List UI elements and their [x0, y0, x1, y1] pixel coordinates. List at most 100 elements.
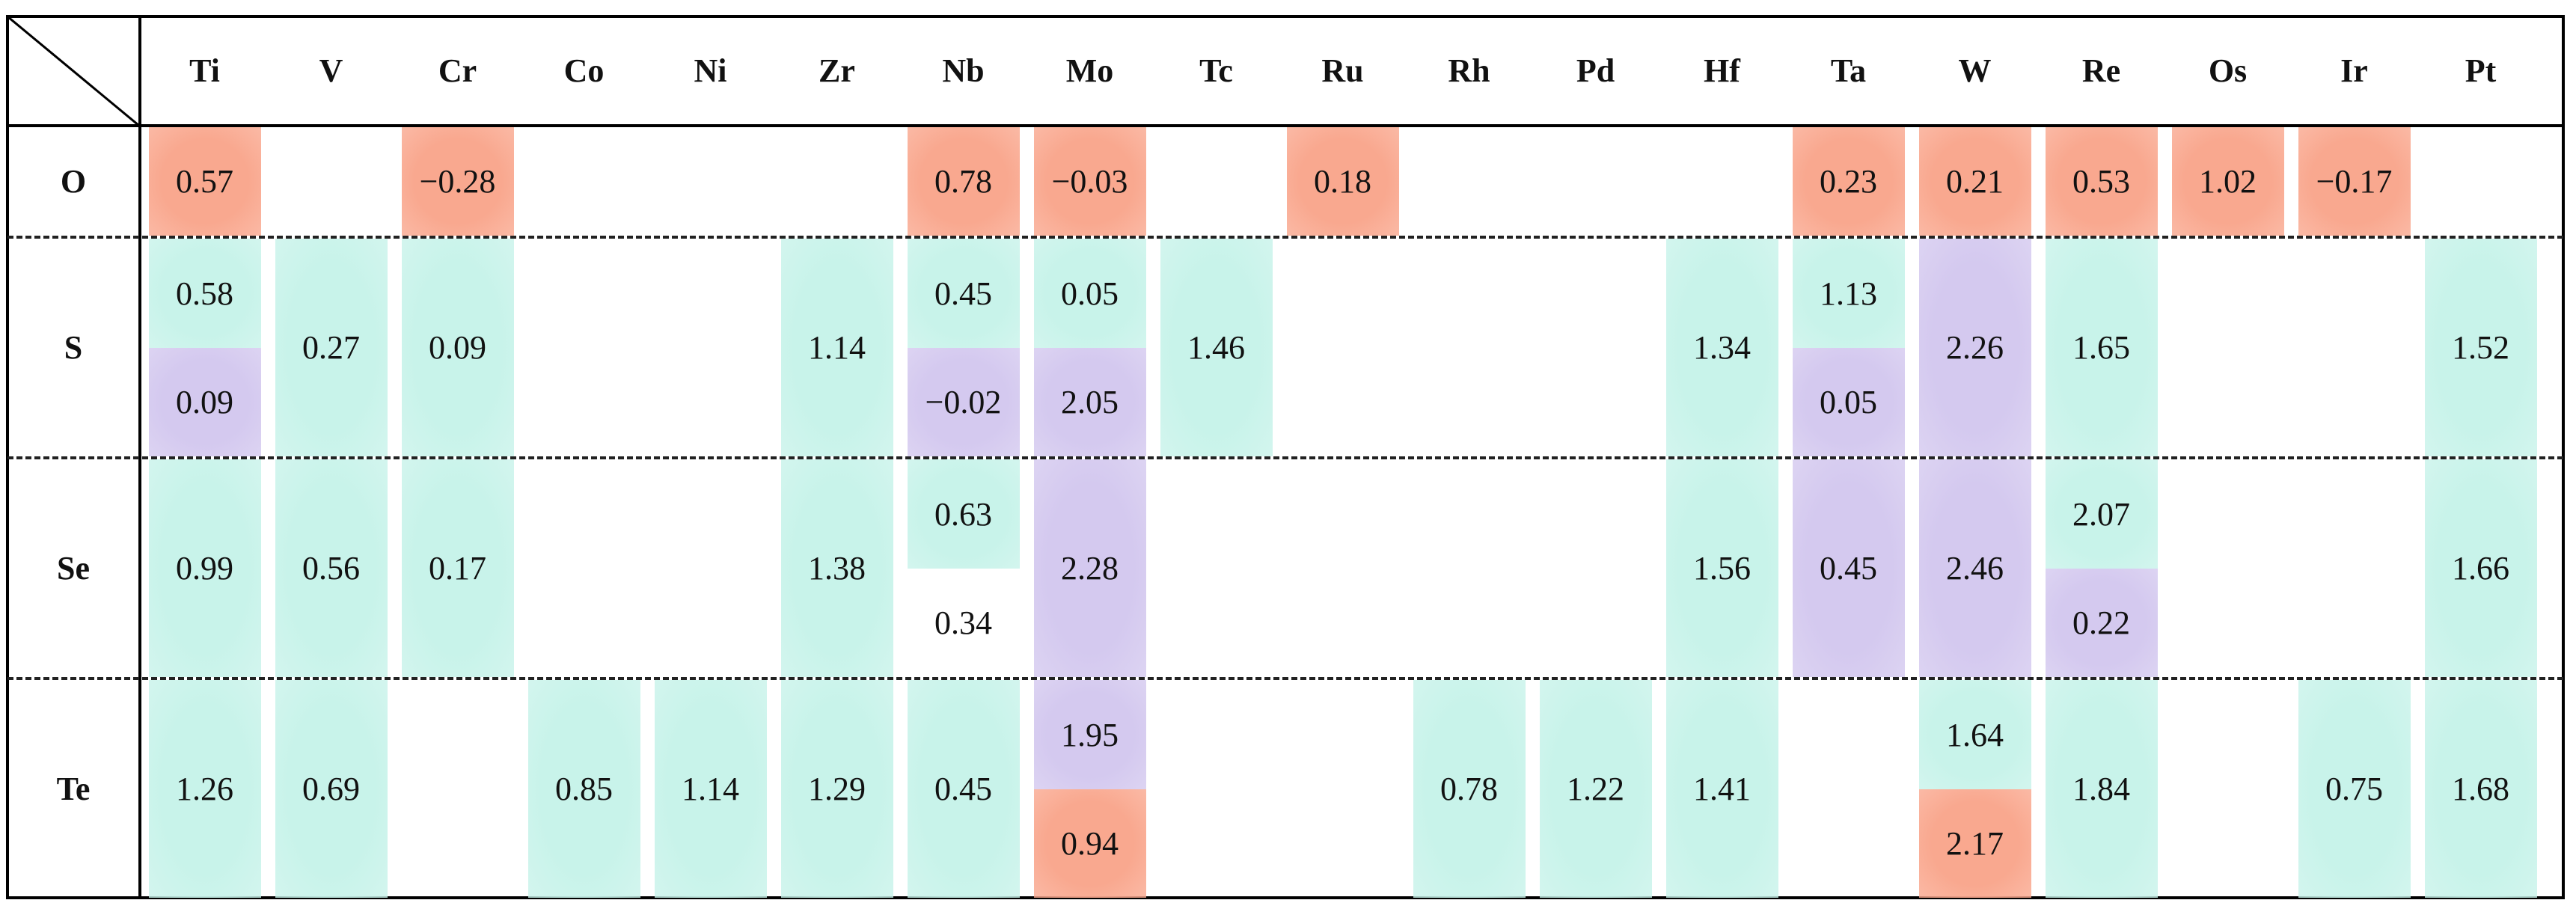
cell-se-cr-bg — [401, 459, 514, 677]
cell-se-pt-bg — [2424, 459, 2537, 677]
cell-se-nb-top: 0.63 — [934, 495, 992, 533]
cell-te-nb: 0.45 — [934, 771, 992, 807]
cell-se-ta-bg — [1792, 459, 1905, 677]
cell-te-re-bg — [2045, 680, 2158, 898]
column-header-v: V — [319, 52, 343, 89]
column-header-ti: Ti — [189, 52, 220, 89]
cell-se-hf-bg — [1665, 459, 1778, 677]
column-header-ir: Ir — [2340, 52, 2368, 89]
cell-te-ti-bg — [148, 680, 261, 898]
cell-s-ta-bottom-bg — [1792, 348, 1905, 456]
column-header-co: Co — [563, 52, 605, 89]
cell-s-ta-top-bg — [1792, 239, 1905, 348]
cell-se-v: 0.56 — [302, 550, 360, 587]
cell-te-pt-bg — [2424, 680, 2537, 898]
cell-se-re-top: 2.07 — [2072, 495, 2130, 533]
cell-te-w-top: 1.64 — [1946, 716, 2004, 753]
cell-s-zr: 1.14 — [808, 329, 866, 366]
cell-te-ni-bg — [654, 680, 767, 898]
cell-s-ta-bottom: 0.05 — [1820, 384, 1877, 420]
cell-te-v-bg — [275, 680, 388, 898]
cell-te-zr: 1.29 — [808, 771, 866, 807]
cell-s-nb-top-bg — [907, 239, 1020, 348]
cell-s-ti-top: 0.58 — [176, 275, 233, 312]
cell-se-v-bg — [275, 459, 388, 677]
column-header-tc: Tc — [1199, 52, 1233, 89]
cell-o-ta: 0.23 — [1820, 163, 1877, 200]
cell-o-ru: 0.18 — [1314, 163, 1371, 200]
cell-o-ta-bg — [1792, 127, 1905, 236]
column-header-ru: Ru — [1321, 52, 1364, 89]
cell-o-nb-bg — [907, 127, 1020, 236]
cell-s-v: 0.27 — [302, 329, 360, 366]
cell-te-ir: 0.75 — [2325, 771, 2383, 807]
cell-s-pt-bg — [2424, 239, 2537, 456]
cell-se-nb-top-bg — [907, 459, 1020, 569]
cell-te-rh: 0.78 — [1440, 771, 1498, 807]
column-header-cr: Cr — [438, 52, 477, 89]
cell-se-pt: 1.66 — [2452, 550, 2509, 587]
cell-o-mo: −0.03 — [1051, 163, 1128, 200]
cell-o-w: 0.21 — [1946, 163, 2004, 200]
cell-o-re: 0.53 — [2072, 163, 2130, 200]
cell-o-os: 1.02 — [2199, 163, 2257, 200]
column-header-hf: Hf — [1704, 52, 1740, 89]
column-header-w: W — [1958, 52, 1992, 89]
row-divider-o-s — [7, 236, 2563, 239]
cell-s-tc: 1.46 — [1187, 329, 1245, 366]
row-header-s: S — [64, 329, 83, 366]
cell-s-v-bg — [275, 239, 388, 456]
cell-s-ti-bottom-bg — [148, 348, 261, 456]
cell-te-pt: 1.68 — [2452, 771, 2509, 807]
column-header-zr: Zr — [819, 52, 855, 89]
cell-se-re-top-bg — [2045, 459, 2158, 569]
cell-o-re-bg — [2045, 127, 2158, 236]
cell-o-ir: −0.17 — [2316, 163, 2393, 200]
row-divider-se-te — [7, 677, 2563, 680]
cell-o-ru-bg — [1286, 127, 1399, 236]
cell-o-nb: 0.78 — [934, 163, 992, 200]
cell-se-nb-bottom: 0.34 — [934, 604, 992, 641]
cell-te-re: 1.84 — [2072, 771, 2130, 807]
cell-o-w-bg — [1918, 127, 2031, 236]
cell-te-v: 0.69 — [302, 771, 360, 807]
cell-te-ni: 1.14 — [682, 771, 739, 807]
cell-s-mo-bottom: 2.05 — [1061, 384, 1119, 420]
row-divider-s-se — [7, 456, 2563, 459]
cell-s-ti-top-bg — [148, 239, 261, 348]
cell-te-w-bottom: 2.17 — [1946, 825, 2004, 862]
cell-s-pt: 1.52 — [2452, 329, 2509, 366]
cell-s-mo-bottom-bg — [1033, 348, 1146, 456]
cell-s-w: 2.26 — [1946, 329, 2004, 366]
cell-o-mo-bg — [1033, 127, 1146, 236]
cell-s-cr: 0.09 — [429, 329, 486, 366]
cell-s-nb-bottom-bg — [907, 348, 1020, 456]
cell-se-re-bottom-bg — [2045, 569, 2158, 677]
cell-se-mo-bg — [1033, 459, 1146, 677]
cell-s-cr-bg — [401, 239, 514, 456]
cell-se-ti-bg — [148, 459, 261, 677]
column-header-re: Re — [2081, 52, 2121, 89]
column-header-pd: Pd — [1576, 52, 1615, 89]
cell-te-hf-bg — [1665, 680, 1778, 898]
cell-s-nb-bottom: −0.02 — [925, 384, 1002, 420]
cell-te-hf: 1.41 — [1693, 771, 1751, 807]
cell-s-nb-top: 0.45 — [934, 275, 992, 312]
cell-s-re: 1.65 — [2072, 329, 2130, 366]
cell-te-ir-bg — [2298, 680, 2411, 898]
cell-se-ti: 0.99 — [176, 550, 233, 587]
cell-s-mo-top-bg — [1033, 239, 1146, 348]
cell-te-mo-bottom-bg — [1033, 789, 1146, 898]
cell-o-ti-bg — [148, 127, 261, 236]
cell-se-w: 2.46 — [1946, 550, 2004, 587]
column-header-ni: Ni — [694, 52, 727, 89]
row-header-te: Te — [56, 771, 91, 807]
column-header-rh: Rh — [1448, 52, 1490, 89]
row-header-o: O — [60, 163, 87, 200]
column-header-pt: Pt — [2465, 52, 2497, 89]
column-header-divider — [7, 124, 2563, 127]
cell-te-mo-top-bg — [1033, 680, 1146, 789]
cell-s-w-bg — [1918, 239, 2031, 456]
cell-o-os-bg — [2171, 127, 2284, 236]
cell-te-co-bg — [527, 680, 640, 898]
